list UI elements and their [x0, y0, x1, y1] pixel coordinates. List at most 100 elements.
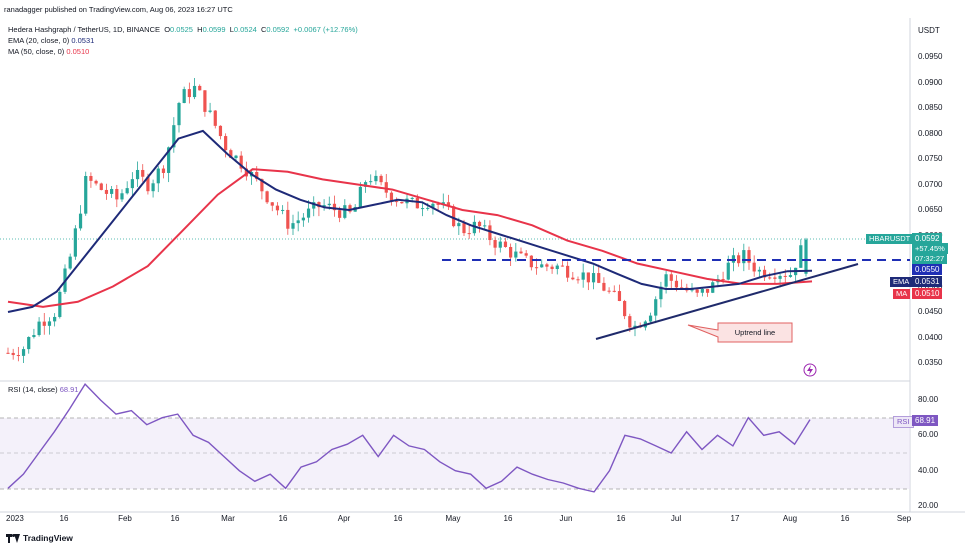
candle [389, 192, 394, 202]
time-axis-label: Apr [337, 514, 351, 523]
time-axis-label: Mar [221, 514, 235, 523]
uptrend-line [595, 263, 859, 340]
candle [576, 279, 580, 281]
candle [410, 197, 414, 199]
candle [674, 280, 679, 288]
ma-tag: MA [893, 289, 911, 299]
rsi-tag: RSI [893, 416, 914, 428]
candle [99, 183, 103, 190]
candle [571, 277, 575, 280]
candle [348, 205, 352, 212]
candle [338, 210, 342, 218]
low-value: 0.0524 [233, 25, 257, 34]
candle [156, 168, 160, 184]
candle [498, 241, 502, 248]
candle [550, 266, 554, 270]
candle [374, 175, 378, 182]
candle [296, 220, 300, 224]
ema-legend[interactable]: EMA (20, close, 0) 0.0531 [8, 36, 95, 45]
publisher-line: ranadagger published on TradingView.com,… [4, 5, 233, 14]
candle [120, 193, 124, 200]
candle [462, 223, 466, 234]
candle [322, 205, 326, 208]
candle [654, 299, 658, 316]
candle [161, 168, 166, 173]
candle [78, 213, 83, 229]
rsi-legend[interactable]: RSI (14, close) 68.91 [8, 385, 79, 394]
candle [395, 201, 399, 203]
candle [555, 265, 559, 270]
candle [400, 201, 404, 204]
candle [291, 223, 295, 229]
candle [457, 223, 461, 227]
candle [477, 221, 482, 227]
candle [229, 150, 233, 159]
time-axis-label: 16 [393, 514, 403, 523]
candle [695, 289, 699, 293]
symbol-legend[interactable]: Hedera Hashgraph / TetherUS, 1D, BINANCE… [8, 25, 358, 34]
ma-price-tag[interactable]: 0.0510 [912, 288, 943, 299]
price-axis-label: 0.0900 [918, 77, 943, 87]
change-value: +0.0067 (+12.76%) [293, 25, 358, 34]
candle [467, 233, 471, 235]
ma-legend[interactable]: MA (50, close, 0) 0.0510 [8, 47, 90, 56]
rsi-value-tag[interactable]: 68.91 [912, 415, 939, 426]
candle [628, 316, 632, 328]
time-axis-label: 16 [59, 514, 69, 523]
annotation-text: Uptrend line [735, 328, 775, 337]
candle [659, 286, 663, 300]
candle [773, 277, 777, 279]
price-axis-label: 0.0400 [918, 332, 943, 342]
rsi-axis-label: 60.00 [918, 430, 939, 440]
candle [721, 278, 725, 280]
high-value: 0.0599 [202, 25, 226, 34]
price-axis-label: 0.0450 [918, 307, 943, 316]
candle [358, 186, 362, 207]
price-axis-label: 0.0950 [918, 52, 943, 61]
candle [519, 251, 523, 254]
footer-logo[interactable]: TradingView [6, 533, 73, 543]
candle [115, 188, 119, 200]
ema-tag: EMA [890, 277, 913, 287]
last-price-tag[interactable]: 0.0592 [912, 233, 943, 244]
candle [690, 289, 694, 291]
candle [37, 321, 41, 336]
candle [783, 275, 787, 277]
candle [208, 110, 212, 112]
candle [89, 176, 93, 181]
time-axis-label: Feb [118, 514, 132, 523]
candle [514, 251, 518, 258]
candle [648, 315, 653, 322]
candle [664, 274, 668, 287]
rsi-band [0, 418, 910, 489]
countdown-tag: 07:32:27 [912, 253, 948, 264]
ema20-line [7, 129, 813, 313]
candle [379, 175, 383, 183]
candle [306, 208, 311, 218]
candle [286, 209, 290, 229]
candle [731, 255, 736, 263]
candle [757, 269, 761, 272]
candle [747, 250, 751, 263]
candle [47, 321, 52, 326]
lightning-icon [803, 363, 817, 377]
candle [177, 103, 181, 126]
candle [799, 245, 803, 268]
time-axis-label: May [445, 514, 461, 523]
candle [633, 325, 637, 328]
candle [700, 288, 704, 293]
candle [534, 267, 539, 269]
time-axis-label: Sep [896, 514, 912, 523]
level-price-tag[interactable]: 0.0550 [912, 264, 943, 275]
time-axis-label: 2023 [6, 514, 24, 523]
symbol-tag[interactable]: HBARUSDT [866, 234, 914, 244]
candle [488, 225, 492, 241]
candle [705, 288, 710, 293]
currency-label[interactable]: USDT [918, 26, 940, 35]
candle [265, 191, 269, 203]
candle [472, 221, 476, 234]
candle [540, 264, 544, 268]
ema-price-tag[interactable]: 0.0531 [912, 276, 943, 287]
candle [301, 217, 305, 221]
